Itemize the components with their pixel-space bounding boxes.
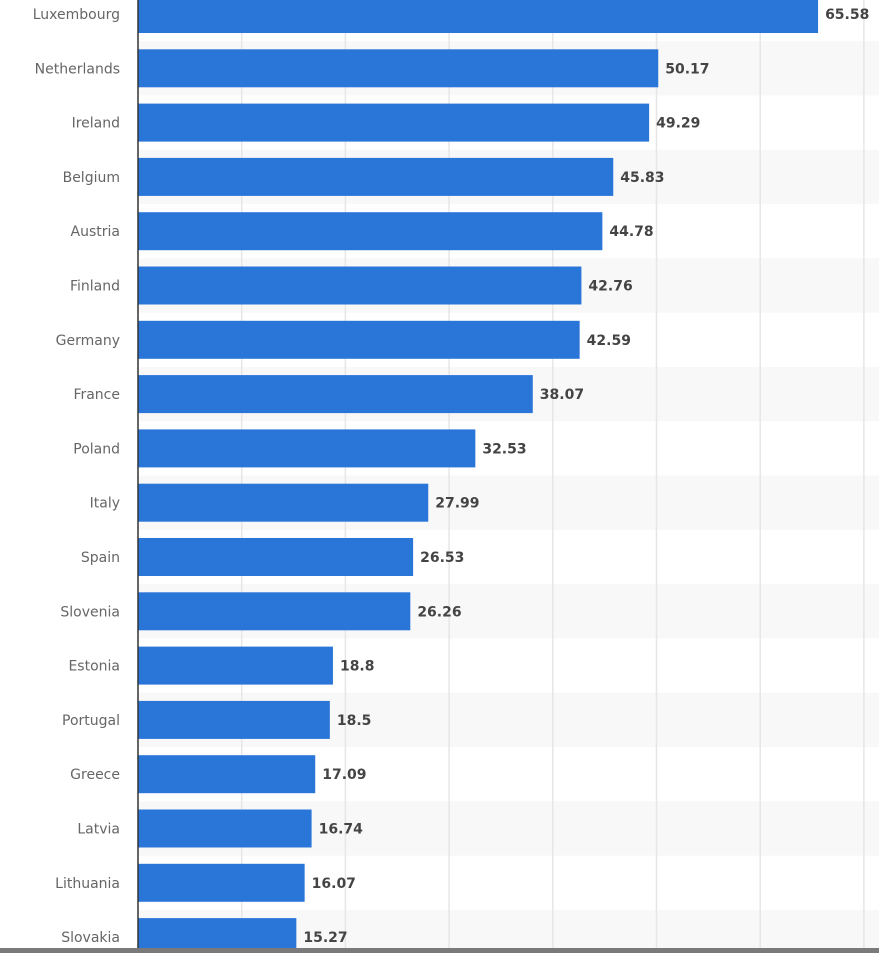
bar[interactable] [138,266,582,305]
value-label: 38.07 [540,387,584,403]
category-label: France [73,387,120,403]
value-label: 16.74 [319,822,364,838]
value-label: 26.26 [417,604,461,620]
category-label: Poland [73,441,120,457]
category-labels: Luxembourg Netherlands Ireland Belgium Austr… [33,7,120,946]
value-label: 18.8 [340,659,375,675]
category-label: Slovakia [61,930,120,946]
value-label: 44.78 [609,224,653,240]
value-label: 42.76 [588,279,632,295]
bar[interactable] [138,320,580,359]
bar[interactable] [138,863,305,902]
bar[interactable] [138,375,533,414]
bar[interactable] [138,918,297,953]
bar[interactable] [138,538,414,576]
value-label: 17.09 [322,767,366,783]
bar[interactable] [138,646,333,685]
category-label: Finland [70,279,120,295]
bar[interactable] [138,49,659,88]
value-labels: 65.58 50.17 49.29 45.83 44.78 42.76 42.59 38.07… [303,7,869,946]
bar[interactable] [138,809,312,848]
scrollbar-edge [0,948,879,953]
category-label: Spain [81,550,120,566]
value-label: 18.5 [337,713,372,729]
category-label: Luxembourg [33,7,120,23]
bar[interactable] [138,592,411,631]
bar[interactable] [138,212,603,251]
value-label: 49.29 [656,116,700,132]
value-label: 65.58 [825,7,869,23]
category-label: Austria [71,224,120,240]
category-label: Netherlands [35,61,120,77]
bar[interactable] [138,755,316,794]
category-label: Lithuania [55,876,120,892]
category-label: Estonia [68,659,120,675]
bar[interactable] [138,0,819,33]
value-label: 15.27 [303,930,347,946]
category-label: Slovenia [60,604,120,620]
category-label: Germany [56,333,120,349]
value-label: 32.53 [482,441,526,457]
bar[interactable] [138,700,330,739]
value-label: 50.17 [665,61,709,77]
category-label: Portugal [62,713,120,729]
value-label: 42.59 [587,333,631,349]
bar[interactable] [138,103,650,142]
bar[interactable] [138,483,429,522]
bar[interactable] [138,157,614,196]
category-label: Greece [70,767,120,783]
value-label: 26.53 [420,550,464,566]
bars [138,0,819,953]
category-label: Ireland [72,116,120,132]
bar[interactable] [138,429,476,468]
category-label: Latvia [77,822,120,838]
category-label: Italy [90,496,120,512]
value-label: 45.83 [620,170,664,186]
category-label: Belgium [63,170,120,186]
value-label: 16.07 [312,876,356,892]
value-label: 27.99 [435,496,479,512]
